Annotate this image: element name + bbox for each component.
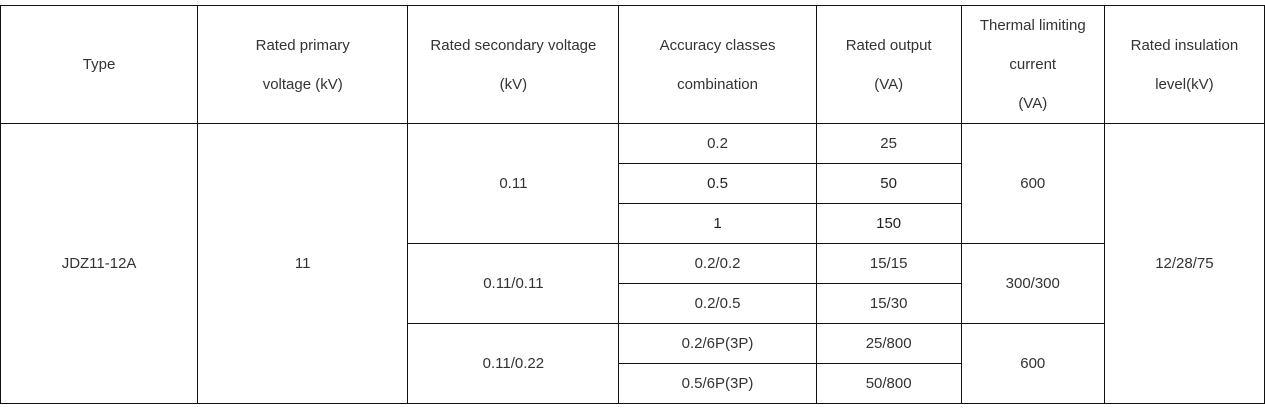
header-type: Type xyxy=(0,5,199,124)
table-row: 0.5/6P(3P) 50/800 xyxy=(1,363,1265,404)
cell-output: 15/30 xyxy=(815,283,962,324)
cell-output: 25 xyxy=(815,123,962,164)
cell-accuracy: 0.5 xyxy=(618,163,817,204)
cell-accuracy: 0.2/0.2 xyxy=(618,243,817,284)
cell-secondary-voltage: 0.11/0.11 xyxy=(407,243,620,324)
table-row: 0.5 50 xyxy=(1,163,1265,204)
header-row: Type Rated primary voltage (kV) Rated sec… xyxy=(0,5,1265,124)
table-row: JDZ11-12A 11 0.11 0.2 25 600 12/28/75 xyxy=(0,123,1265,404)
header-secondary-voltage: Rated secondary voltage (kV) xyxy=(407,5,620,124)
cell-secondary-voltage: 0.11/0.22 xyxy=(407,323,620,404)
cell-thermal: 300/300 xyxy=(960,243,1105,324)
cell-accuracy: 0.2 xyxy=(618,123,817,164)
cell-primary-voltage: 11 xyxy=(197,123,409,404)
cell-accuracy: 0.2/0.5 xyxy=(618,283,817,324)
header-output: Rated output (VA) xyxy=(815,5,962,124)
cell-output: 25/800 xyxy=(815,323,962,364)
header-primary-voltage: Rated primary voltage (kV) xyxy=(197,5,409,124)
cell-output: 50 xyxy=(815,163,962,204)
header-accuracy: Accuracy classes combination xyxy=(618,5,817,124)
cell-insulation: 12/28/75 xyxy=(1103,123,1265,404)
cell-accuracy: 0.5/6P(3P) xyxy=(618,363,817,404)
spec-table: Type Rated primary voltage (kV) Rated sec… xyxy=(0,5,1265,404)
cell-output: 15/15 xyxy=(815,243,962,284)
cell-thermal: 600 xyxy=(960,323,1105,404)
table-row: 0.2/0.5 15/30 xyxy=(1,283,1265,324)
table-row: 0.11/0.22 0.2/6P(3P) 25/800 600 xyxy=(1,323,1265,404)
cell-secondary-voltage: 0.11 xyxy=(407,123,620,244)
cell-accuracy: 0.2/6P(3P) xyxy=(618,323,817,364)
cell-accuracy: 1 xyxy=(618,203,817,244)
cell-type: JDZ11-12A xyxy=(0,123,199,404)
cell-output: 50/800 xyxy=(815,363,962,404)
header-thermal: Thermal limiting current (VA) xyxy=(960,5,1105,124)
header-insulation: Rated insulation level(kV) xyxy=(1103,5,1265,124)
table-row: 0.11/0.11 0.2/0.2 15/15 300/300 xyxy=(1,243,1265,324)
cell-thermal: 600 xyxy=(960,123,1105,244)
cell-output: 150 xyxy=(815,203,962,244)
